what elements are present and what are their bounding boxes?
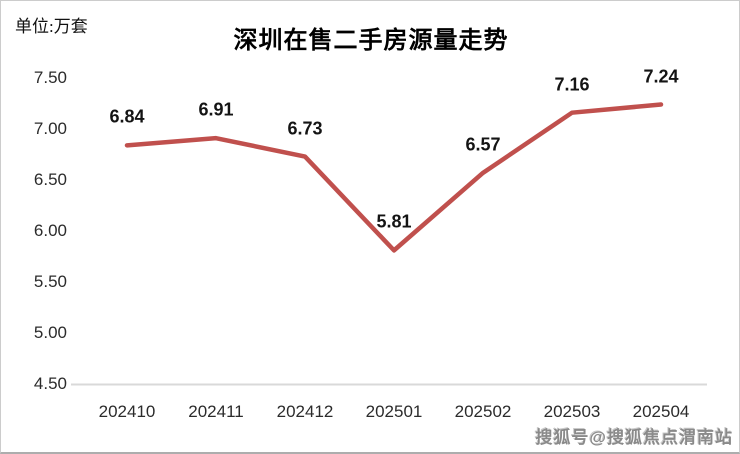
- data-label: 5.81: [376, 211, 412, 232]
- y-tick-label: 6.00: [33, 221, 67, 240]
- y-tick-label: 7.50: [33, 68, 67, 87]
- data-label: 6.73: [287, 118, 323, 139]
- data-label: 7.16: [554, 74, 590, 95]
- x-tick-label: 202501: [365, 402, 423, 421]
- x-tick-label: 202410: [98, 402, 156, 421]
- watermark: 搜狐号@搜狐焦点渭南站: [535, 428, 733, 447]
- x-tick-label: 202411: [188, 402, 244, 421]
- data-label: 6.84: [109, 106, 145, 127]
- y-tick-label: 5.50: [33, 272, 67, 291]
- y-tick-label: 5.00: [33, 323, 67, 342]
- y-axis-unit-label: 单位:万套: [15, 17, 88, 36]
- data-label: 6.91: [198, 99, 234, 120]
- x-tick-label: 202502: [454, 402, 512, 421]
- y-tick-label: 4.50: [33, 374, 67, 393]
- x-tick-label: 202412: [276, 402, 334, 421]
- y-tick-label: 6.50: [33, 170, 67, 189]
- y-tick-label: 7.00: [33, 119, 67, 138]
- data-label: 7.24: [643, 66, 679, 87]
- x-tick-label: 202504: [632, 402, 690, 421]
- chart-title: 深圳在售二手房源量走势: [233, 28, 509, 54]
- data-label: 6.57: [465, 134, 501, 155]
- x-tick-label: 202503: [543, 402, 601, 421]
